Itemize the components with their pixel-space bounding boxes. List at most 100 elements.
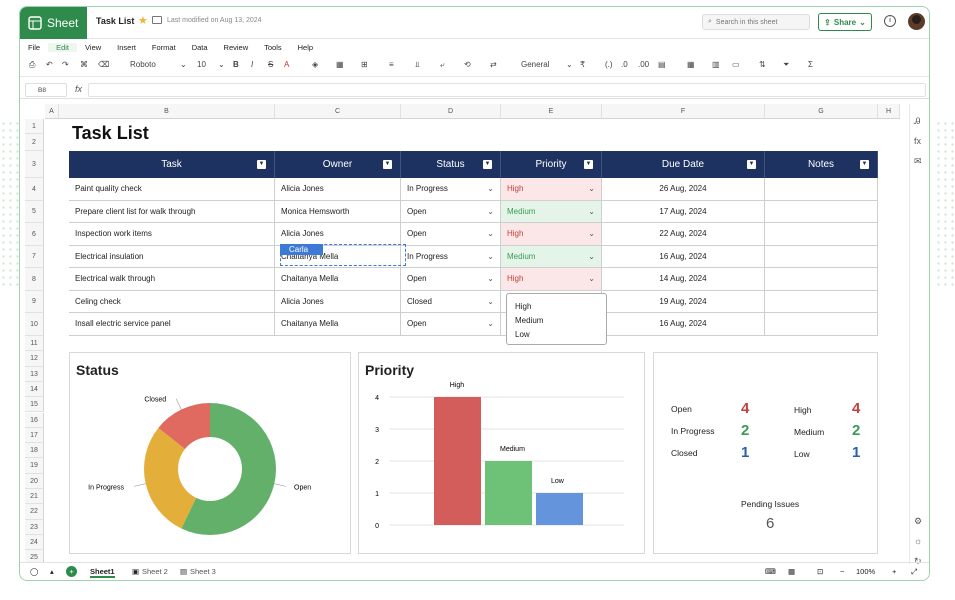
chevron-down-icon[interactable]: ⌄ <box>487 206 494 216</box>
row-header[interactable]: 22 <box>25 504 44 520</box>
row-header[interactable]: 5 <box>25 201 44 223</box>
history-icon[interactable]: ↻ <box>914 556 922 566</box>
cell-status[interactable]: Closed ⌄ <box>401 290 501 313</box>
cell-due[interactable]: 22 Aug, 2024 <box>602 223 765 246</box>
undo-icon[interactable]: ↶ <box>46 60 53 69</box>
chevron-down-icon[interactable]: ⌄ <box>588 184 595 194</box>
cell-due[interactable]: 16 Aug, 2024 <box>602 313 765 336</box>
menu-item-high[interactable]: High <box>515 302 532 311</box>
sheet-list-icon[interactable]: ▴ <box>50 567 54 576</box>
filter-dropdown-icon[interactable]: ▼ <box>584 160 593 169</box>
fit-icon[interactable]: ⊡ <box>817 567 824 576</box>
share-button[interactable]: ⇪ Share ⌄ <box>818 13 872 31</box>
sum-icon[interactable]: Σ <box>808 60 813 69</box>
sheet-title[interactable]: Task List <box>72 123 149 143</box>
rotate-text-icon[interactable]: ⟲ <box>464 60 471 69</box>
cell-status[interactable]: In Progress ⌄ <box>401 245 501 268</box>
row-header[interactable]: 8 <box>25 268 44 291</box>
chevron-down-icon[interactable]: ⌄ <box>487 296 494 306</box>
tab-sheet3[interactable]: Sheet 3 <box>190 567 216 576</box>
row-header[interactable]: 13 <box>25 366 44 382</box>
menu-insert[interactable]: Insert <box>117 42 136 52</box>
cell-task[interactable]: Inspection work items <box>69 223 275 246</box>
cell-priority[interactable]: Medium ⌄ <box>501 245 602 268</box>
cell-status[interactable]: Open ⌄ <box>401 313 501 336</box>
chevron-down-icon[interactable]: ⌄ <box>487 184 494 194</box>
column-header-b[interactable]: B <box>59 104 275 119</box>
cell-due[interactable]: 16 Aug, 2024 <box>602 245 765 268</box>
row-header[interactable]: 21 <box>25 489 44 505</box>
menu-view[interactable]: View <box>85 42 102 52</box>
comments-icon[interactable]: ✉ <box>914 156 922 166</box>
cell-status[interactable]: In Progress ⌄ <box>401 178 501 201</box>
cell-notes[interactable] <box>765 268 878 291</box>
table-header-priority[interactable]: Priority ▼ <box>501 151 602 178</box>
priority-chart-card[interactable]: Priority 0 1 2 3 4 High Medium Low <box>358 352 645 554</box>
cell-task[interactable]: Paint quality check <box>69 178 275 201</box>
merge-icon[interactable]: ⊞ <box>361 60 368 69</box>
filter-icon[interactable]: ⏷ <box>783 60 790 69</box>
italic-button[interactable]: I <box>251 60 254 69</box>
chevron-down-icon[interactable]: ⌄ <box>588 274 595 284</box>
theme-icon[interactable]: ☼ <box>914 536 923 546</box>
filter-dropdown-icon[interactable]: ▼ <box>483 160 492 169</box>
fill-color-icon[interactable]: ◈ <box>312 60 319 69</box>
formula-input[interactable] <box>88 83 926 97</box>
fullscreen-icon[interactable]: ⤢ <box>911 567 917 576</box>
add-sheet-button[interactable]: + <box>66 566 77 577</box>
keyboard-icon[interactable]: ⌨ <box>765 567 776 576</box>
currency-button[interactable]: ₹ <box>580 60 586 69</box>
cell-reference-box[interactable]: B8 <box>25 83 67 97</box>
zoom-in-button[interactable]: + <box>892 567 897 576</box>
column-header-e[interactable]: E <box>501 104 602 119</box>
status-chart-card[interactable]: Status Open In Progress Closed <box>69 352 351 554</box>
table-header-task[interactable]: Task ▼ <box>69 151 275 178</box>
cell-status[interactable]: Open ⌄ <box>401 268 501 291</box>
table-icon[interactable]: ▦ <box>687 60 695 69</box>
comment-box-icon[interactable]: ▭ <box>732 60 740 69</box>
column-header-g[interactable]: G <box>765 104 878 119</box>
table-header-due-date[interactable]: Due Date ▼ <box>602 151 765 178</box>
bar-medium[interactable] <box>485 461 532 525</box>
table-header-owner[interactable]: Owner ▼ <box>275 151 401 178</box>
folder-icon[interactable] <box>152 16 162 24</box>
decrease-decimal-icon[interactable]: .0 <box>621 60 628 69</box>
pie-slice-in-progress[interactable] <box>143 427 197 529</box>
cell-due[interactable]: 19 Aug, 2024 <box>602 290 765 313</box>
row-header[interactable]: 17 <box>25 427 44 444</box>
font-size-select[interactable]: 10 <box>197 60 206 69</box>
function-icon[interactable]: fx <box>75 84 83 94</box>
column-header-c[interactable]: C <box>275 104 401 119</box>
cell-due[interactable]: 14 Aug, 2024 <box>602 268 765 291</box>
row-header[interactable]: 18 <box>25 443 44 459</box>
row-header[interactable]: 11 <box>25 336 44 352</box>
row-header[interactable]: 12 <box>25 351 44 367</box>
bar-high[interactable] <box>434 397 481 525</box>
app-logo[interactable]: Sheet <box>20 7 87 39</box>
cell-task[interactable]: Celing check <box>69 290 275 313</box>
priority-dropdown-menu[interactable]: High Medium Low <box>506 293 607 345</box>
cell-owner[interactable]: Alicia Jones <box>275 290 401 313</box>
row-header[interactable]: 6 <box>25 223 44 246</box>
filter-dropdown-icon[interactable]: ▼ <box>383 160 392 169</box>
zoom-out-button[interactable]: − <box>840 567 845 576</box>
menu-item-low[interactable]: Low <box>515 330 530 339</box>
chat-icon[interactable]: ◯ <box>30 567 39 576</box>
summary-card[interactable]: Open 4 In Progress 2 Closed 1 High 4 Medium 2 Low 1… <box>653 352 878 554</box>
print-icon[interactable]: ⎙ <box>29 60 36 69</box>
bold-button[interactable]: B <box>233 60 239 69</box>
cell-task[interactable]: Electrical walk through <box>69 268 275 291</box>
number-format-select[interactable]: General <box>521 60 550 69</box>
tab-sheet1[interactable]: Sheet1 <box>90 567 115 578</box>
chevron-down-icon[interactable]: ⌄ <box>487 229 494 239</box>
chevron-down-icon[interactable]: ⌄ <box>487 251 494 261</box>
font-family-select[interactable]: Roboto <box>130 60 156 69</box>
cell-owner[interactable]: Alicia Jones <box>275 178 401 201</box>
text-direction-icon[interactable]: ⇄ <box>490 60 497 69</box>
menu-format[interactable]: Format <box>151 42 176 52</box>
cell-status[interactable]: Open ⌄ <box>401 200 501 223</box>
conditional-format-icon[interactable]: ▤ <box>658 60 666 69</box>
row-header[interactable]: 25 <box>25 550 44 562</box>
chevron-down-icon[interactable]: ⌄ <box>588 229 595 239</box>
cell-notes[interactable] <box>765 200 878 223</box>
